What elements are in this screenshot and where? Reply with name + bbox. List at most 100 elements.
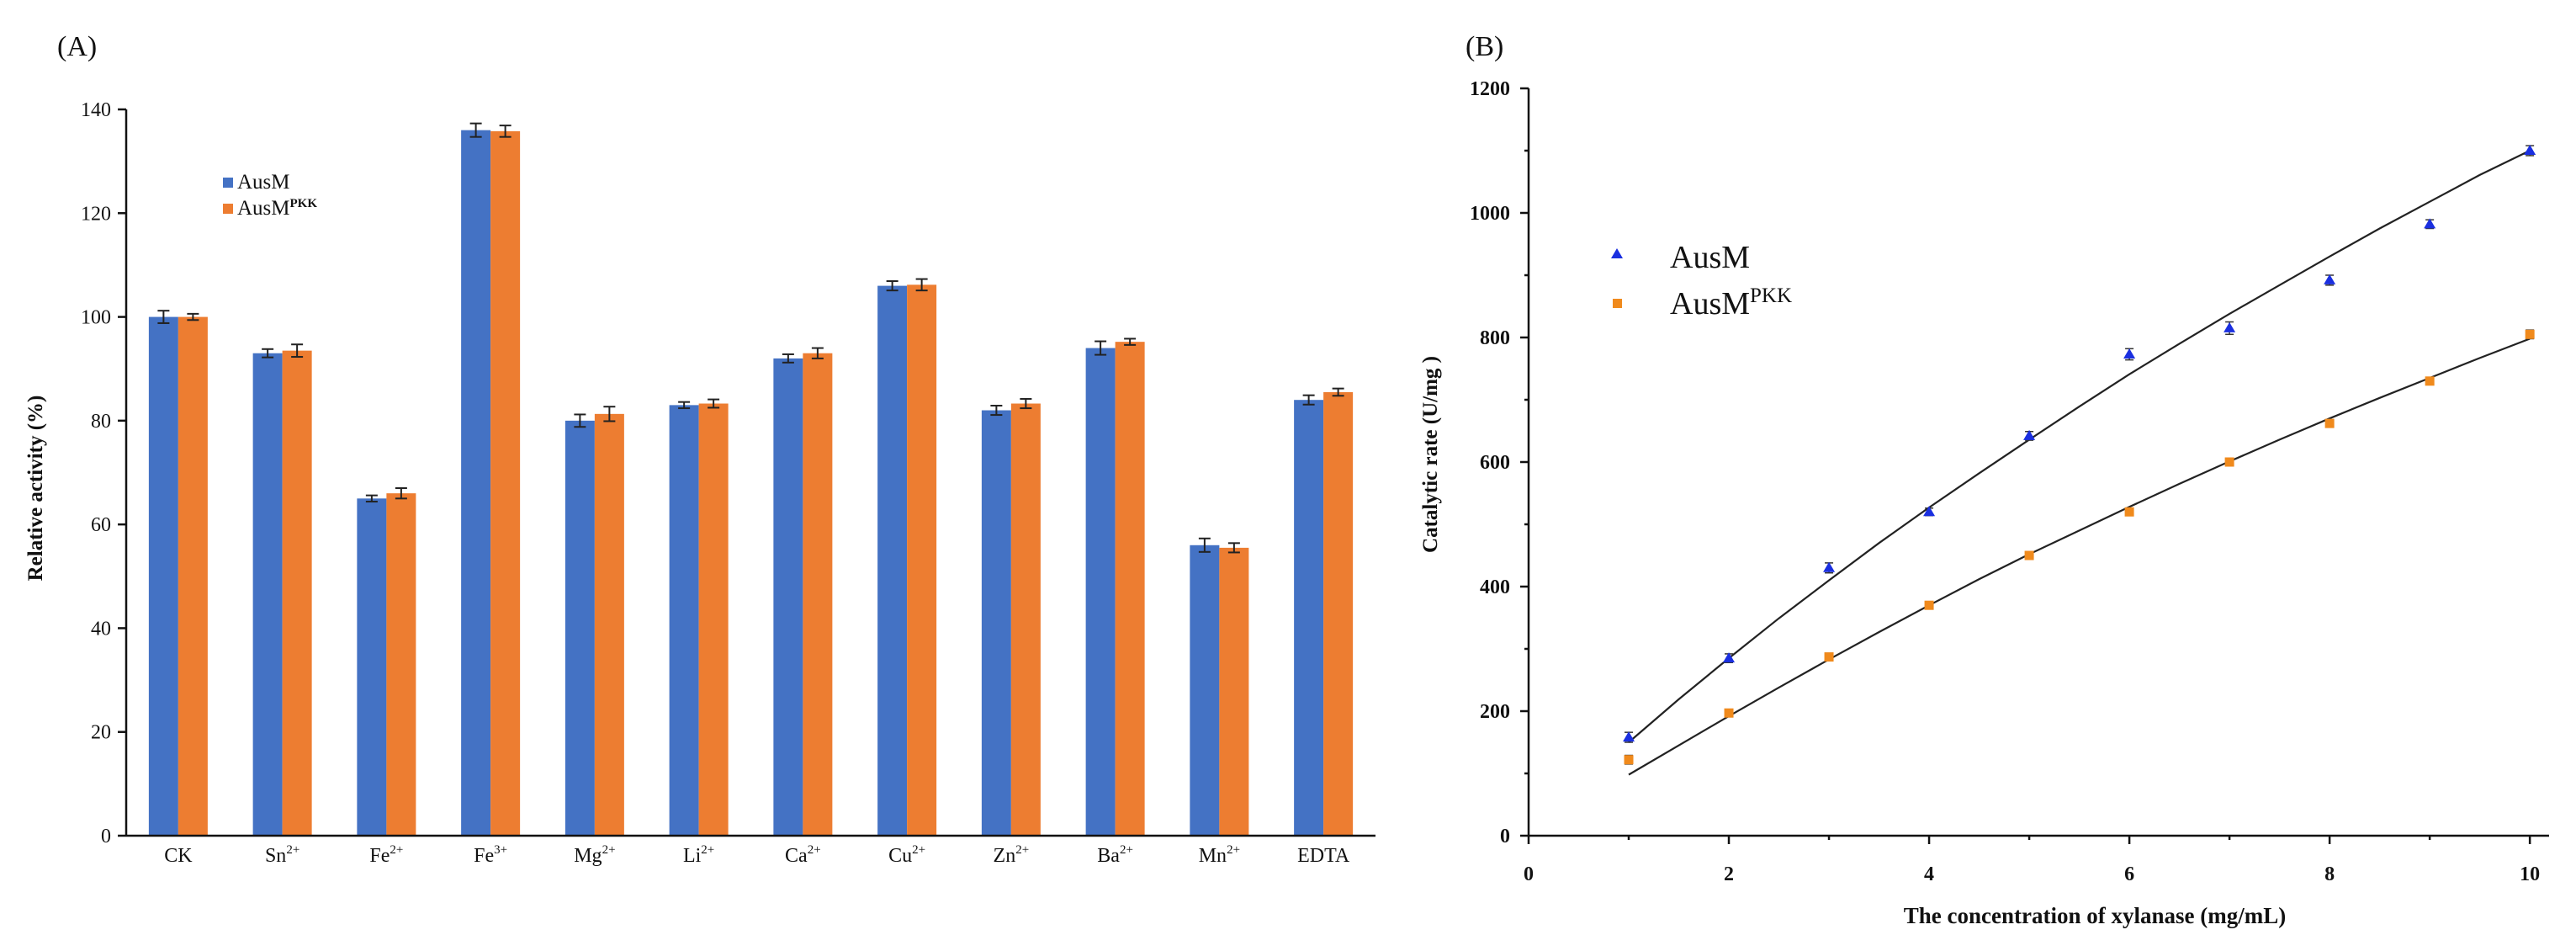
bar-ausm-zn2 bbox=[981, 410, 1011, 836]
panel-a-y-tick-label: 80 bbox=[91, 411, 111, 433]
panel-a-y-tick-label: 40 bbox=[91, 618, 111, 640]
panel-a-x-tick-labels: CK Sn2+ Fe2+ Fe3+ Mg2+ Li2+ Ca2+ Cu2+ Zn2+ Ba2+ Mn… bbox=[164, 843, 1350, 867]
point-ausm-pkk bbox=[1724, 708, 1734, 718]
point-ausm-pkk bbox=[1824, 652, 1834, 662]
panel-a-y-tick-label: 100 bbox=[81, 307, 111, 329]
bar-ausm-pkk-sn2 bbox=[282, 350, 312, 836]
bar-ausm-pkk-ba2 bbox=[1115, 342, 1145, 836]
panel-b-x-tick-label: 0 bbox=[1524, 863, 1534, 885]
legend-label-ausm: AusM bbox=[237, 171, 290, 194]
bar-ausm-ba2 bbox=[1085, 348, 1116, 836]
panel-b-y-tick-label: 400 bbox=[1480, 576, 1510, 598]
bar-ausm-pkk-li2 bbox=[698, 403, 729, 836]
panel-a-x-tick-label: Li2+ bbox=[683, 843, 714, 867]
panel-b-x-tick-label: 10 bbox=[2520, 863, 2540, 885]
point-ausm-pkk bbox=[1624, 755, 1634, 765]
panel-a-x-tick-label: CK bbox=[164, 845, 193, 867]
point-ausm bbox=[2023, 429, 2036, 440]
panel-b-ticks: 0 200 400 600 800 1000 1200 0 2 4 6 8 10 bbox=[1470, 78, 2540, 885]
bar-ausm-pkk-edta bbox=[1323, 391, 1354, 836]
panel-a-legend: AusM AusMPKK bbox=[223, 171, 317, 220]
panel-b-y-tick-label: 0 bbox=[1500, 826, 1510, 847]
legend-label-ausm-pkk: AusMPKK bbox=[237, 197, 317, 220]
legend-label-ausm-pkk: AusMPKK bbox=[1670, 284, 1792, 321]
panel-b-x-tick-label: 8 bbox=[2324, 863, 2335, 885]
bar-ausm-pkk-mg2 bbox=[594, 413, 624, 836]
panel-b-y-tick-label: 600 bbox=[1480, 452, 1510, 474]
bar-ausm-ck bbox=[148, 316, 178, 837]
bar-ausm-pkk-ck bbox=[178, 316, 208, 837]
panel-a-x-tick-label: Sn2+ bbox=[265, 843, 299, 867]
panel-a-x-tick-label: Zn2+ bbox=[994, 843, 1030, 867]
fit-curve-ausm-pkk bbox=[1628, 337, 2531, 776]
panel-a-y-tick-label: 0 bbox=[101, 826, 111, 847]
point-ausm bbox=[2524, 145, 2536, 155]
bar-ausm-sn2 bbox=[252, 353, 283, 836]
panel-a-error-bars bbox=[157, 122, 1344, 554]
point-ausm bbox=[2424, 218, 2436, 229]
point-ausm-pkk bbox=[2525, 329, 2535, 339]
point-ausm bbox=[1623, 731, 1635, 742]
point-ausm bbox=[2224, 321, 2236, 332]
panel-a-x-tick-label: Ca2+ bbox=[785, 843, 821, 867]
fit-curve-ausm bbox=[1628, 150, 2531, 743]
point-ausm-pkk bbox=[2425, 376, 2435, 386]
point-ausm-pkk bbox=[2224, 457, 2234, 467]
bar-ausm-pkk-cu2 bbox=[907, 284, 937, 836]
panel-a-y-tick-label: 60 bbox=[91, 514, 111, 536]
panel-b: (B) Catalytic rate (U/mg ) The concentra… bbox=[1419, 31, 2549, 928]
panel-b-y-axis-label: Catalytic rate (U/mg ) bbox=[1419, 356, 1442, 553]
point-ausm-pkk bbox=[2324, 418, 2335, 428]
bar-ausm-mn2 bbox=[1190, 545, 1220, 836]
legend-label-ausm: AusM bbox=[1670, 240, 1750, 275]
panel-b-x-tick-label: 2 bbox=[1724, 863, 1734, 885]
legend-marker-ausm-pkk bbox=[1613, 299, 1622, 308]
panel-a-y-tick-label: 120 bbox=[81, 203, 111, 225]
point-ausm bbox=[1923, 506, 1936, 517]
panel-b-x-tick-label: 4 bbox=[1924, 863, 1934, 885]
legend-swatch-ausm-pkk bbox=[223, 204, 233, 214]
panel-b-x-tick-label: 6 bbox=[2124, 863, 2134, 885]
panel-b-x-axis-label: The concentration of xylanase (mg/mL) bbox=[1904, 903, 2286, 928]
panel-a-y-tick-label: 140 bbox=[81, 99, 111, 121]
bar-ausm-cu2 bbox=[877, 285, 908, 837]
panel-a-x-tick-label: Fe3+ bbox=[474, 843, 507, 867]
bar-ausm-edta bbox=[1294, 400, 1324, 836]
panel-b-y-tick-label: 200 bbox=[1480, 701, 1510, 723]
panel-a-x-tick-label: Mn2+ bbox=[1199, 843, 1240, 867]
panel-a-x-tick-label: EDTA bbox=[1297, 845, 1350, 867]
point-ausm-pkk bbox=[1924, 600, 1934, 610]
legend-swatch-ausm bbox=[223, 178, 233, 188]
panel-a-y-tick-label: 20 bbox=[91, 722, 111, 744]
bar-ausm-li2 bbox=[669, 405, 699, 836]
point-ausm-pkk bbox=[2124, 507, 2134, 517]
legend-marker-ausm bbox=[1611, 248, 1623, 258]
panel-a: (A) Relative activity (%) 0 20 40 60 80 100 12… bbox=[24, 31, 1375, 867]
panel-b-data-points bbox=[1623, 145, 2536, 765]
point-ausm bbox=[1823, 561, 1836, 572]
bar-ausm-fe3 bbox=[461, 130, 491, 836]
bar-ausm-pkk-mn2 bbox=[1219, 547, 1249, 836]
panel-a-x-tick-label: Cu2+ bbox=[888, 843, 925, 867]
panel-a-x-tick-label: Fe2+ bbox=[369, 843, 403, 867]
panel-a-y-axis-label: Relative activity (%) bbox=[24, 396, 47, 582]
panel-b-y-tick-label: 1000 bbox=[1470, 203, 1510, 225]
bar-ausm-mg2 bbox=[564, 420, 595, 836]
point-ausm bbox=[2324, 274, 2336, 284]
bar-ausm-fe2 bbox=[357, 498, 387, 836]
panel-b-y-tick-label: 1200 bbox=[1470, 78, 1510, 100]
panel-b-label: (B) bbox=[1466, 31, 1503, 62]
panel-b-fit-curves bbox=[1628, 150, 2531, 776]
panel-a-bars bbox=[148, 130, 1354, 837]
point-ausm bbox=[2123, 348, 2136, 359]
bar-ausm-pkk-ca2 bbox=[803, 353, 833, 836]
panel-a-x-tick-label: Mg2+ bbox=[574, 843, 615, 867]
panel-a-y-ticks: 0 20 40 60 80 100 120 140 bbox=[81, 99, 126, 847]
point-ausm-pkk bbox=[2024, 550, 2034, 561]
bar-ausm-pkk-fe2 bbox=[386, 493, 416, 836]
bar-ausm-pkk-fe3 bbox=[490, 130, 521, 836]
point-ausm bbox=[1723, 652, 1736, 663]
panel-b-legend: AusM AusMPKK bbox=[1611, 240, 1792, 321]
bar-ausm-ca2 bbox=[773, 358, 803, 836]
